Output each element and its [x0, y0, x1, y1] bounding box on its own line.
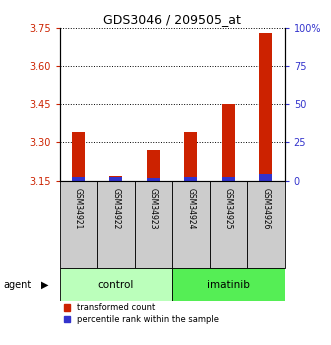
Text: GSM34922: GSM34922 — [111, 188, 120, 229]
Text: imatinib: imatinib — [207, 279, 250, 289]
Text: GSM34921: GSM34921 — [74, 188, 83, 229]
Bar — [97, 181, 135, 268]
Text: ▶: ▶ — [41, 279, 49, 289]
Bar — [135, 181, 172, 268]
Bar — [147, 150, 160, 181]
Title: GDS3046 / 209505_at: GDS3046 / 209505_at — [103, 13, 241, 27]
Bar — [72, 132, 85, 181]
Bar — [172, 181, 210, 268]
Text: control: control — [98, 279, 134, 289]
Bar — [147, 178, 160, 181]
Bar — [259, 174, 272, 181]
Text: GSM34926: GSM34926 — [261, 188, 270, 229]
Bar — [222, 104, 235, 181]
Bar — [172, 268, 285, 301]
Bar — [109, 177, 122, 181]
Bar — [184, 177, 197, 181]
Bar — [184, 132, 197, 181]
Bar — [109, 176, 122, 181]
Bar — [259, 33, 272, 181]
Bar — [210, 181, 247, 268]
Text: GSM34924: GSM34924 — [186, 188, 195, 229]
Text: agent: agent — [3, 279, 31, 289]
Bar — [72, 177, 85, 181]
Bar — [60, 181, 97, 268]
Bar — [60, 268, 172, 301]
Text: GSM34923: GSM34923 — [149, 188, 158, 229]
Legend: transformed count, percentile rank within the sample: transformed count, percentile rank withi… — [64, 303, 219, 324]
Bar — [247, 181, 285, 268]
Text: GSM34925: GSM34925 — [224, 188, 233, 229]
Bar — [222, 177, 235, 181]
